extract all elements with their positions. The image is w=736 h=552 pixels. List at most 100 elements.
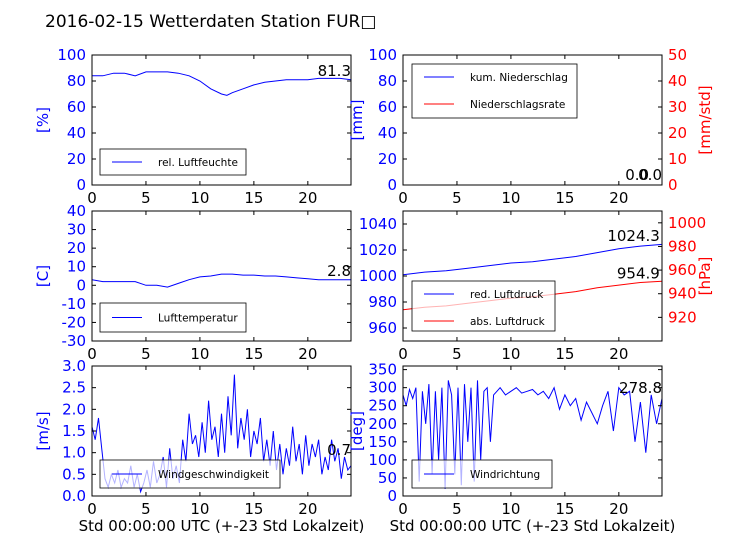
y-tick-label: 40 <box>67 202 86 220</box>
x-tick-label: 20 <box>609 500 628 518</box>
y-tick-label: 50 <box>378 469 397 487</box>
x-tick-label: 10 <box>190 345 209 363</box>
y2-tick-label: 980 <box>668 237 697 255</box>
y-tick-label: 80 <box>67 72 86 90</box>
legend-label: abs. Luftdruck <box>470 316 546 328</box>
value-annotation: 1024.3 <box>607 227 660 245</box>
series-line-temperature-0 <box>92 273 351 288</box>
y2-tick-label: 0 <box>668 176 678 194</box>
legend-label: Lufttemperatur <box>158 313 238 325</box>
x-tick-label: 15 <box>555 189 574 207</box>
legend-label: red. Luftdruck <box>470 289 544 301</box>
y2-tick-label: 40 <box>668 72 687 90</box>
x-tick-label: 15 <box>244 500 263 518</box>
y2-tick-label: 10 <box>668 150 687 168</box>
panel-winddirection: 0 5 10 15 20050100150200250300350[deg]Windri… <box>348 361 663 518</box>
value-annotation: 0.7 <box>327 441 351 459</box>
x-tick-label: 15 <box>244 345 263 363</box>
legend-box <box>411 63 578 119</box>
x-tick-label: 10 <box>501 345 520 363</box>
legend-label: rel. Luftfeuchte <box>158 157 238 169</box>
panel-humidity: 0 5 10 15 20 0 20 40 60 80 100 [%] rel. Luftfeuchte 8… <box>34 46 352 207</box>
y-tick-label: 10 <box>67 258 86 276</box>
y-tick-label: 100 <box>368 46 397 64</box>
legend-label: Windgeschwindigkeit <box>158 469 269 481</box>
series-line-winddirection-0 <box>403 380 662 489</box>
y-tick-label: 1040 <box>359 215 397 233</box>
x-tick-label: 15 <box>244 189 263 207</box>
plot-frame <box>402 54 663 186</box>
y-tick-label: 2.0 <box>62 400 86 418</box>
y-tick-label: 250 <box>368 397 397 415</box>
x-tick-label: 5 <box>141 189 151 207</box>
y-tick-label: 0 <box>387 487 397 505</box>
y-tick-label: 20 <box>67 150 86 168</box>
y2-tick-label: 1000 <box>668 214 706 232</box>
y-tick-label: 2.5 <box>62 379 86 397</box>
y-axis-label: [C] <box>34 265 52 287</box>
value-annotation: 2.8 <box>327 262 351 280</box>
panel-temperature: 0 5 10 15 20-30-20-10010203040[C]Lufttempera… <box>34 202 352 363</box>
y-tick-label: 0 <box>76 276 86 294</box>
y-tick-label: -30 <box>62 332 87 350</box>
y-tick-label: 1020 <box>359 241 397 259</box>
value-annotation: 0.0 <box>625 166 649 184</box>
value-annotation: 0.0 <box>638 166 662 184</box>
y-tick-label: 1000 <box>359 267 397 285</box>
y-tick-label: 1.0 <box>62 444 86 462</box>
y-tick-label: 0.5 <box>62 465 86 483</box>
legend-box <box>411 280 556 332</box>
y-tick-label: 100 <box>368 451 397 469</box>
y-tick-label: 30 <box>67 221 86 239</box>
y-tick-label: 1.5 <box>62 422 86 440</box>
panel-pressure: 0 5 10 15 20 960 980 1000 1020 1040 920 940 960 980 10… <box>359 210 714 363</box>
x-tick-label: 10 <box>501 189 520 207</box>
x-tick-label: 0 <box>398 345 408 363</box>
x-tick-label: 5 <box>452 189 462 207</box>
y-tick-label: 40 <box>67 124 86 142</box>
y-tick-label: 3.0 <box>62 357 86 375</box>
y-tick-label: 0 <box>76 176 86 194</box>
y-tick-label: 980 <box>368 293 397 311</box>
y-tick-label: 0.0 <box>62 487 86 505</box>
panel-precipitation: 0 5 10 15 20 0 20 40 60 80 100 0 10 20 30 40 50 [mm] [mm/s… <box>348 46 714 207</box>
x-tick-label: 10 <box>190 189 209 207</box>
value-annotation: 81.3 <box>318 62 351 80</box>
value-annotation: 954.9 <box>617 265 660 283</box>
y-tick-label: 20 <box>67 239 86 257</box>
x-tick-label: 10 <box>501 500 520 518</box>
x-tick-label: 20 <box>298 500 317 518</box>
x-axis-label: Std 00:00:00 UTC (+-23 Std Lokalzeit) <box>390 517 676 535</box>
y-tick-label: 0 <box>387 176 397 194</box>
y2-tick-label: 940 <box>668 285 697 303</box>
x-tick-label: 5 <box>452 500 462 518</box>
value-annotation: 278.8 <box>619 379 662 397</box>
plot-frame <box>91 210 352 342</box>
y-axis-label: [deg] <box>348 411 366 451</box>
x-tick-label: 20 <box>298 189 317 207</box>
x-tick-label: 20 <box>609 189 628 207</box>
y2-tick-label: 960 <box>668 261 697 279</box>
legend-label: Windrichtung <box>470 469 540 481</box>
y-tick-label: 60 <box>67 98 86 116</box>
y-axis-label: [%] <box>34 107 52 133</box>
y-tick-label: 40 <box>378 124 397 142</box>
plot-frame <box>91 54 352 186</box>
y2-axis-label: [mm/std] <box>696 85 714 154</box>
x-tick-label: 0 <box>87 345 97 363</box>
x-tick-label: 15 <box>555 345 574 363</box>
panel-windspeed: 0 5 10 15 20 0.0 0.5 1.0 1.5 2.0 2.5 3.0 [m/s] Windge… <box>34 357 352 518</box>
plot-frame <box>402 365 663 497</box>
x-axis-label: Std 00:00:00 UTC (+-23 Std Lokalzeit) <box>79 517 365 535</box>
y-tick-label: 150 <box>368 433 397 451</box>
y-axis-label: [mm] <box>348 100 366 141</box>
y-tick-label: -10 <box>62 295 87 313</box>
y2-tick-label: 920 <box>668 308 697 326</box>
x-tick-label: 10 <box>190 500 209 518</box>
x-tick-label: 20 <box>298 345 317 363</box>
y-tick-label: 100 <box>57 46 86 64</box>
y2-tick-label: 30 <box>668 98 687 116</box>
y-tick-label: 350 <box>368 361 397 379</box>
x-tick-label: 15 <box>555 500 574 518</box>
